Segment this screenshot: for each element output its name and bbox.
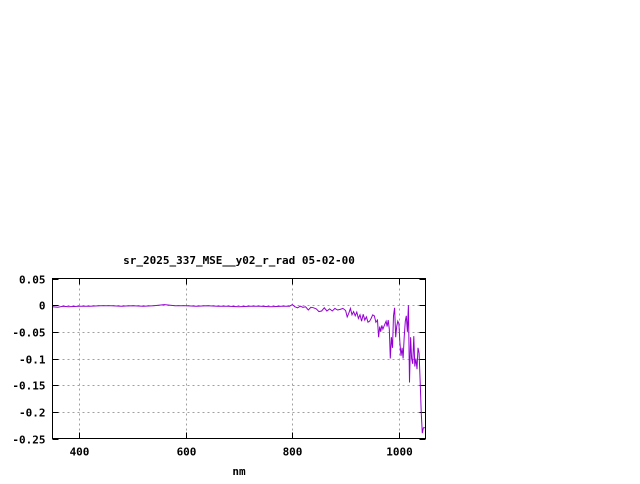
ticks: 400 600 800 1000 0.05 0 -0.05 -0.1 -0.15 -0.2 -0.2… [12, 274, 426, 459]
y-tick-label: -0.05 [12, 327, 45, 340]
x-tick-label: 1000 [386, 446, 413, 459]
x-tick-label: 400 [70, 446, 90, 459]
y-tick-label: -0.1 [19, 354, 46, 367]
y-tick-label: 0.05 [19, 274, 46, 287]
x-axis-label: nm [232, 465, 246, 478]
x-tick-label: 800 [283, 446, 303, 459]
x-tick-label: 600 [177, 446, 197, 459]
plot-frame [52, 278, 426, 439]
chart-title: sr_2025_337_MSE__y02_r_rad 05-02-00 [123, 254, 355, 267]
series-line [52, 303, 426, 434]
y-tick-label: 0 [39, 300, 46, 313]
y-tick-label: -0.2 [19, 407, 46, 420]
y-tick-label: -0.25 [12, 434, 45, 447]
grid [52, 278, 426, 439]
y-tick-label: -0.15 [12, 380, 45, 393]
